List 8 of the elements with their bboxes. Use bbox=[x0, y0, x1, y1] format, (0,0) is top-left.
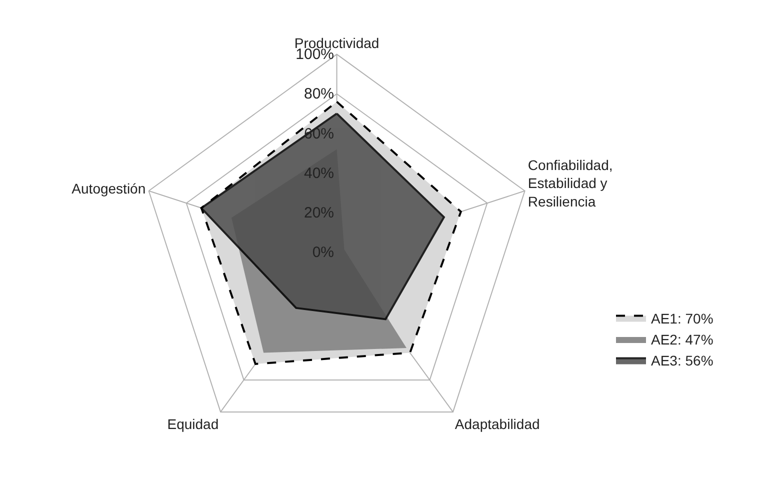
legend-label: AE1: 70% bbox=[651, 310, 714, 326]
spoke-label: Autogestión bbox=[72, 180, 146, 197]
legend-label: AE3: 56% bbox=[651, 352, 714, 369]
spoke-label: Confiabilidad, Estabilidad y Resiliencia bbox=[528, 156, 613, 210]
spoke-label: Adaptabilidad bbox=[454, 416, 540, 432]
legend-label: AE2: 47% bbox=[651, 331, 714, 348]
spoke-label: Equidad bbox=[167, 416, 219, 432]
y-tick-label: 80% bbox=[304, 86, 334, 103]
